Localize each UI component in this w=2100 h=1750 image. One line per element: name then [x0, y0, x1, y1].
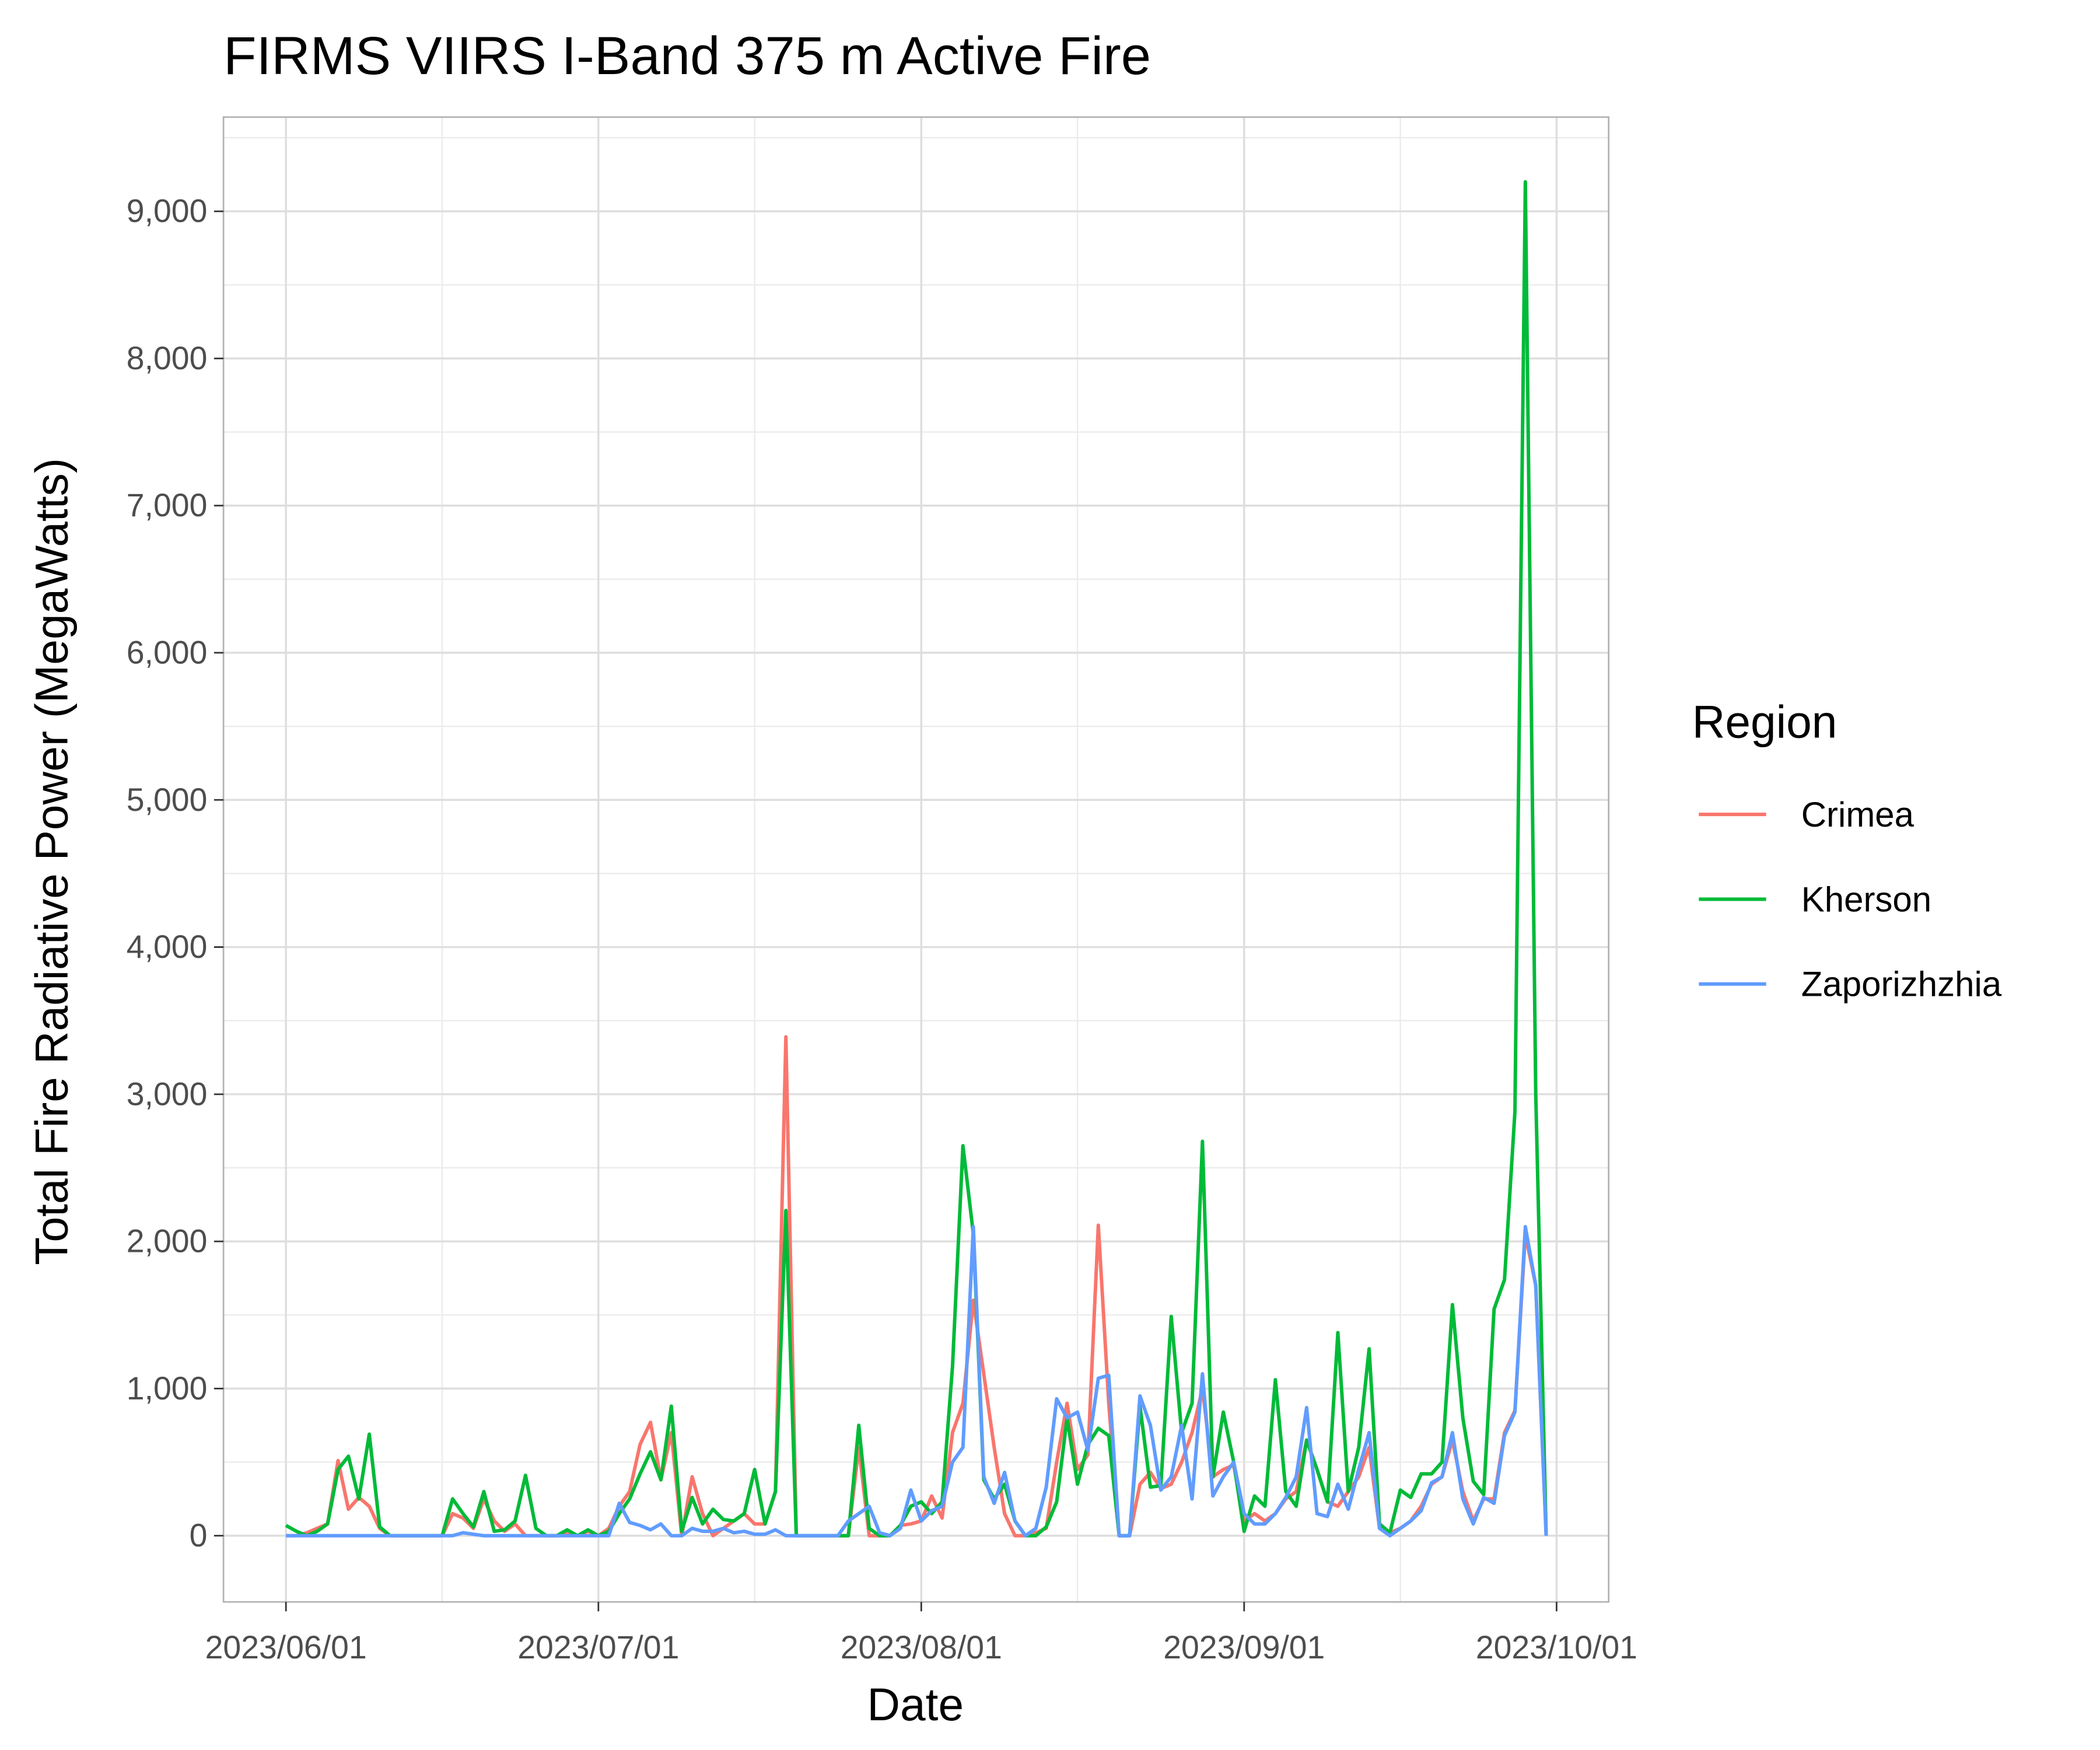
panel-border [222, 116, 1610, 1603]
chart-title: FIRMS VIIRS I-Band 375 m Active Fire [223, 25, 1151, 86]
y-tick-label: 4,000 [127, 929, 208, 965]
x-tick-label: 2023/10/01 [1476, 1629, 1637, 1665]
lines [285, 180, 1548, 1538]
x-tick-label: 2023/06/01 [205, 1629, 367, 1665]
y-axis-title: Total Fire Radiative Power (MegaWatts) [26, 458, 77, 1265]
y-tick-label: 6,000 [127, 634, 208, 670]
grid [223, 117, 1609, 1602]
y-tick-label: 7,000 [127, 487, 208, 523]
legend-title: Region [1692, 696, 1838, 748]
y-tick-label: 2,000 [127, 1223, 208, 1259]
legend-label: Kherson [1801, 880, 1931, 919]
axes: 0 1,000 2,000 3,000 4,000 5,000 6,000 7,000 8,00… [127, 193, 1637, 1665]
y-tick-label: 8,000 [127, 340, 208, 376]
y-tick-label: 3,000 [127, 1076, 208, 1112]
legend: Crimea Kherson Zaporizhzhia [1699, 795, 2002, 1004]
y-tick-label: 0 [190, 1517, 208, 1553]
y-tick-label: 5,000 [127, 782, 208, 818]
x-tick-label: 2023/08/01 [841, 1629, 1002, 1665]
x-tick-label: 2023/07/01 [517, 1629, 679, 1665]
legend-label: Zaporizhzhia [1801, 965, 2002, 1004]
x-tick-label: 2023/09/01 [1163, 1629, 1325, 1665]
series-line [286, 1035, 1548, 1538]
y-tick-label: 9,000 [127, 193, 208, 229]
y-tick-label: 1,000 [127, 1370, 208, 1406]
legend-label: Crimea [1801, 795, 1915, 834]
x-axis-title: Date [867, 1679, 964, 1730]
series-line [286, 1224, 1548, 1538]
